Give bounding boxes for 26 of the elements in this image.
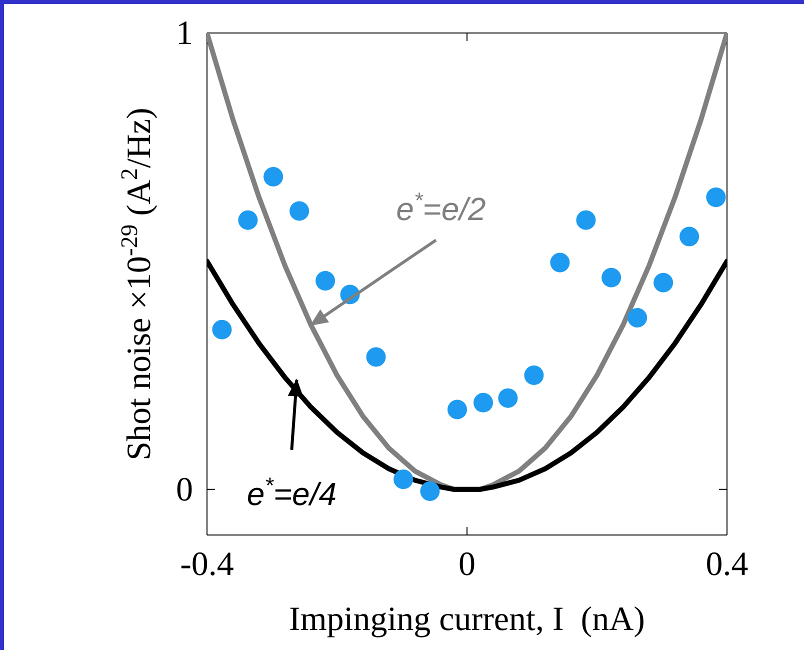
annotation: e$^{*}$=e/2 (396, 188, 486, 228)
point (212, 320, 232, 340)
point (264, 167, 284, 187)
annotation: e$^{*}$=e/4 (246, 472, 337, 512)
point (498, 388, 518, 408)
point (576, 210, 596, 230)
point (394, 470, 414, 490)
point (366, 347, 386, 367)
y-tick-label: 1 (176, 14, 193, 52)
point (654, 272, 674, 292)
point (680, 226, 700, 246)
point (524, 366, 544, 386)
point (628, 308, 648, 328)
point (420, 481, 440, 501)
x-tick-label: 0.4 (706, 546, 748, 584)
point (602, 268, 622, 288)
point (550, 252, 570, 272)
point (447, 400, 468, 420)
x-tick-label: 0 (458, 546, 476, 584)
point (238, 210, 258, 230)
point (290, 201, 310, 221)
point (706, 188, 726, 208)
point (473, 392, 494, 412)
x-axis-title: Impinging current, I (nA) (289, 601, 645, 638)
point (316, 271, 336, 291)
x-tick-label: -0.4 (180, 546, 234, 584)
